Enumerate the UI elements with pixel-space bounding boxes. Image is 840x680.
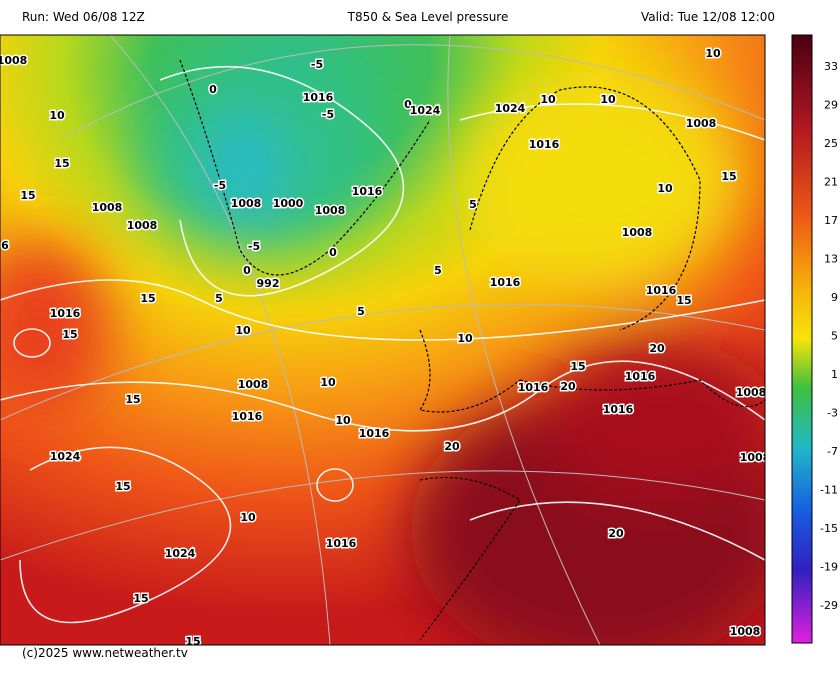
contour-label: 10: [540, 93, 556, 106]
contour-label: 1016: [326, 537, 357, 550]
contour-label: 992: [257, 277, 280, 290]
contour-label: 20: [560, 380, 576, 393]
map-frame: [0, 34, 766, 646]
contour-label: 1016: [625, 370, 656, 383]
contour-label: 1016: [359, 427, 390, 440]
contour-label: 1024: [50, 450, 81, 463]
contour-label: -5: [248, 240, 260, 253]
colorbar-label: -3: [827, 407, 838, 420]
colorbar-label: -7: [827, 445, 838, 458]
temperature-field: [0, 70, 765, 645]
contour-label: 1008: [127, 219, 158, 232]
colorbar-label: 21: [824, 176, 838, 189]
contour-label: 10: [600, 93, 616, 106]
contour-label: 5: [215, 292, 223, 305]
contour-label: 1016: [646, 284, 677, 297]
contour-label: 1008: [740, 451, 771, 464]
contour-label: 0: [209, 83, 217, 96]
contour-label: 10: [335, 414, 351, 427]
contour-label: 1024: [165, 547, 196, 560]
colorbar-label: 5: [831, 330, 838, 343]
contour-label: 15: [185, 635, 200, 648]
colorbar-label: 25: [824, 137, 838, 150]
contour-label: -5: [214, 179, 226, 192]
contour-label: 1024: [410, 104, 441, 117]
contour-label: 10: [49, 109, 65, 122]
contour-label: 15: [140, 292, 155, 305]
contour-label: 1016: [232, 410, 263, 423]
contour-label: 1008: [315, 204, 346, 217]
colorbar-label: 13: [824, 253, 838, 266]
contour-label: 1016: [50, 307, 81, 320]
contour-label: 1008: [736, 386, 767, 399]
contour-label: 1008: [231, 197, 262, 210]
contour-label: -5: [311, 58, 323, 71]
contour-label: 15: [62, 328, 77, 341]
contour-label: 15: [115, 480, 130, 493]
contour-label: 1016: [490, 276, 521, 289]
colorbar-label: -15: [820, 522, 838, 535]
contour-label: 1016: [518, 381, 549, 394]
colorbar-label: 1: [831, 368, 838, 381]
colorbar: [791, 34, 813, 644]
contour-label: 15: [570, 360, 585, 373]
contour-label: 0: [329, 246, 337, 259]
contour-label: 15: [20, 189, 35, 202]
colorbar-label: 33: [824, 60, 838, 73]
colorbar-labels: 33 29 25 21 17 13 9 5 1 -3 -7 -11 -15 -19 -29: [820, 60, 838, 612]
contour-label: 15: [721, 170, 736, 183]
contour-label: 10: [457, 332, 473, 345]
coastlines: [179, 59, 765, 641]
contour-label: 6: [1, 239, 9, 252]
contour-label: 15: [676, 294, 691, 307]
contour-label: 1000: [273, 197, 304, 210]
contour-label: 10: [657, 182, 673, 195]
contour-label: 10: [320, 376, 336, 389]
contour-label: 15: [54, 157, 69, 170]
colorbar-label: -29: [820, 599, 838, 612]
contour-label: 0: [243, 264, 251, 277]
contour-label: 1008: [238, 378, 269, 391]
contour-label: 5: [469, 198, 477, 211]
colorbar-label: 17: [824, 214, 838, 227]
contour-label: 1008: [686, 117, 717, 130]
copyright: (c)2025 www.netweather.tv: [22, 646, 188, 660]
chart-title: T850 & Sea Level pressure: [347, 10, 509, 24]
contour-label: 1016: [303, 91, 334, 104]
contour-label: 10: [705, 47, 721, 60]
contour-label: 1008: [730, 625, 761, 638]
contour-label: 1008: [0, 54, 27, 67]
contour-label: 20: [608, 527, 624, 540]
contour-label: 5: [357, 305, 365, 318]
contour-label: 10: [240, 511, 256, 524]
contour-label: 20: [444, 440, 460, 453]
contour-label: 0: [404, 98, 412, 111]
isobars: [0, 65, 765, 624]
contour-label: 1016: [603, 403, 634, 416]
colorbar-label: -11: [820, 484, 838, 497]
colorbar-label: 29: [824, 99, 838, 112]
contour-label: 15: [133, 592, 148, 605]
contour-label: 5: [434, 264, 442, 277]
contour-label: 1016: [529, 138, 560, 151]
colorbar-label: -19: [820, 561, 838, 574]
contour-label: 1008: [92, 201, 123, 214]
contour-label: 1016: [352, 185, 383, 198]
run-label: Run: Wed 06/08 12Z: [22, 10, 145, 24]
valid-label: Valid: Tue 12/08 12:00: [641, 10, 775, 24]
contour-label: 1008: [622, 226, 653, 239]
contour-label: -5: [322, 108, 334, 121]
contour-label: 10: [235, 324, 251, 337]
contour-label: 1024: [495, 102, 526, 115]
contour-label: 20: [649, 342, 665, 355]
contour-label: 15: [125, 393, 140, 406]
colorbar-label: 9: [831, 291, 838, 304]
